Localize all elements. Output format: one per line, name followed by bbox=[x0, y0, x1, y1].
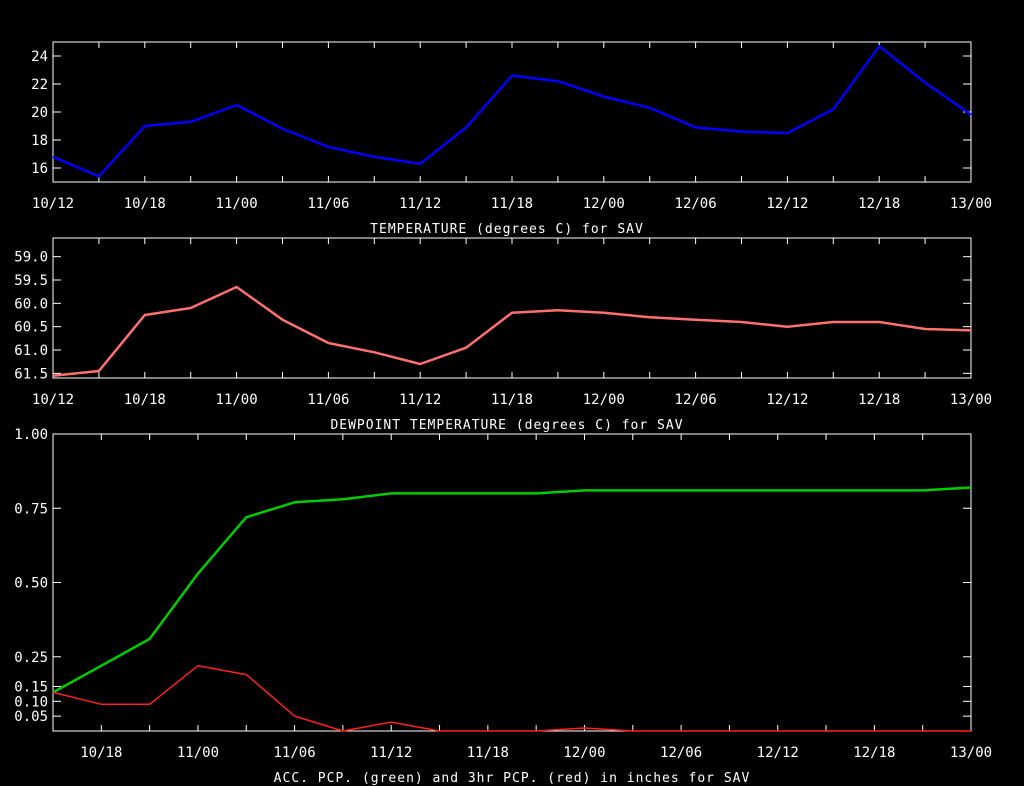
temperature-panel: 16 18 20 22 24 10/12 10/18 11/00 11/06 11/12 11/1… bbox=[31, 41, 992, 237]
x-tick-label: 11/18 bbox=[491, 392, 533, 408]
y-tick-label: 0.05 bbox=[14, 709, 48, 725]
x-tick-label: 10/18 bbox=[124, 196, 166, 212]
dewpoint-series bbox=[52, 285, 972, 377]
x-tick-label: 12/12 bbox=[766, 392, 808, 408]
x-tick-label: 11/12 bbox=[399, 392, 441, 408]
x-tick-label: 13/00 bbox=[950, 196, 992, 212]
x-tick-label: 11/06 bbox=[274, 745, 316, 761]
temperature-title: TEMPERATURE (degrees C) for SAV bbox=[370, 222, 644, 237]
y-tick-label: 60.5 bbox=[14, 320, 48, 336]
precipitation-y-ticks: 0.050.100.15 0.25 0.50 0.75 1.00 bbox=[14, 427, 971, 725]
y-tick-label: 22 bbox=[31, 77, 48, 93]
precipitation-series bbox=[52, 486, 972, 732]
y-tick-label: 20 bbox=[31, 105, 48, 121]
temperature-plot-frame bbox=[52, 41, 972, 183]
y-tick-label: 61.5 bbox=[14, 366, 48, 382]
x-tick-label: 11/06 bbox=[307, 392, 349, 408]
series-line-0 bbox=[52, 486, 972, 694]
temperature-y-ticks: 16 18 20 22 24 bbox=[31, 49, 971, 177]
dewpoint-y-ticks: 59.0 59.5 60.0 60.5 61.0 61.5 bbox=[14, 250, 971, 382]
x-tick-label: 12/06 bbox=[675, 196, 717, 212]
y-tick-label: 61.0 bbox=[14, 343, 48, 359]
x-tick-label: 12/12 bbox=[766, 196, 808, 212]
x-tick-label: 11/00 bbox=[177, 745, 219, 761]
x-tick-label: 10/18 bbox=[80, 745, 122, 761]
series-line-1 bbox=[52, 664, 971, 732]
x-tick-label: 10/12 bbox=[32, 196, 74, 212]
x-tick-label: 12/00 bbox=[583, 196, 625, 212]
y-tick-label: 18 bbox=[31, 133, 48, 149]
x-tick-label: 13/00 bbox=[950, 745, 992, 761]
x-tick-label: 11/18 bbox=[491, 196, 533, 212]
x-tick-label: 11/00 bbox=[216, 392, 258, 408]
x-tick-label: 13/00 bbox=[950, 392, 992, 408]
y-tick-label: 24 bbox=[31, 49, 48, 65]
x-tick-label: 12/06 bbox=[675, 392, 717, 408]
x-tick-label: 10/12 bbox=[32, 392, 74, 408]
dewpoint-panel: 59.0 59.5 60.0 60.5 61.0 61.5 10/12 10/18 11/00… bbox=[14, 237, 992, 433]
x-tick-label: 11/06 bbox=[307, 196, 349, 212]
y-tick-label: 0.25 bbox=[14, 650, 48, 666]
x-tick-label: 12/18 bbox=[858, 196, 900, 212]
x-tick-label: 12/00 bbox=[583, 392, 625, 408]
temperature-series bbox=[52, 44, 972, 178]
x-tick-label: 12/06 bbox=[660, 745, 702, 761]
y-tick-label: 60.0 bbox=[14, 296, 48, 312]
x-tick-label: 11/12 bbox=[399, 196, 441, 212]
precipitation-title: ACC. PCP. (green) and 3hr PCP. (red) in … bbox=[274, 771, 751, 786]
y-tick-label: 1.00 bbox=[14, 427, 48, 443]
x-tick-label: 12/00 bbox=[563, 745, 605, 761]
dewpoint-title: DEWPOINT TEMPERATURE (degrees C) for SAV bbox=[330, 418, 683, 433]
precipitation-x-ticks: 10/18 11/00 11/06 11/12 11/18 12/00 12/06 12/12… bbox=[52, 434, 992, 761]
series-line-0 bbox=[52, 44, 972, 178]
y-tick-label: 16 bbox=[31, 161, 48, 177]
y-tick-label: 0.75 bbox=[14, 501, 48, 517]
dewpoint-x-ticks: 10/12 10/18 11/00 11/06 11/12 11/18 12/00 12/06… bbox=[32, 238, 992, 408]
x-tick-label: 12/12 bbox=[757, 745, 799, 761]
x-tick-label: 11/00 bbox=[216, 196, 258, 212]
y-tick-label: 0.15 bbox=[14, 679, 48, 695]
temperature-x-ticks: 10/12 10/18 11/00 11/06 11/12 11/18 12/00 12/06… bbox=[32, 42, 992, 212]
x-tick-label: 11/18 bbox=[467, 745, 509, 761]
x-tick-label: 12/18 bbox=[858, 392, 900, 408]
x-tick-label: 12/18 bbox=[853, 745, 895, 761]
x-tick-label: 11/12 bbox=[370, 745, 412, 761]
series-line-0 bbox=[52, 285, 972, 377]
precipitation-panel: 0.050.100.150.250.500.751.00 10/18 11/00 1… bbox=[14, 427, 992, 786]
y-tick-label: 59.0 bbox=[14, 250, 48, 266]
x-tick-label: 10/18 bbox=[124, 392, 166, 408]
y-tick-label: 0.50 bbox=[14, 576, 48, 592]
y-tick-label: 0.10 bbox=[14, 694, 48, 710]
y-tick-label: 59.5 bbox=[14, 273, 48, 289]
